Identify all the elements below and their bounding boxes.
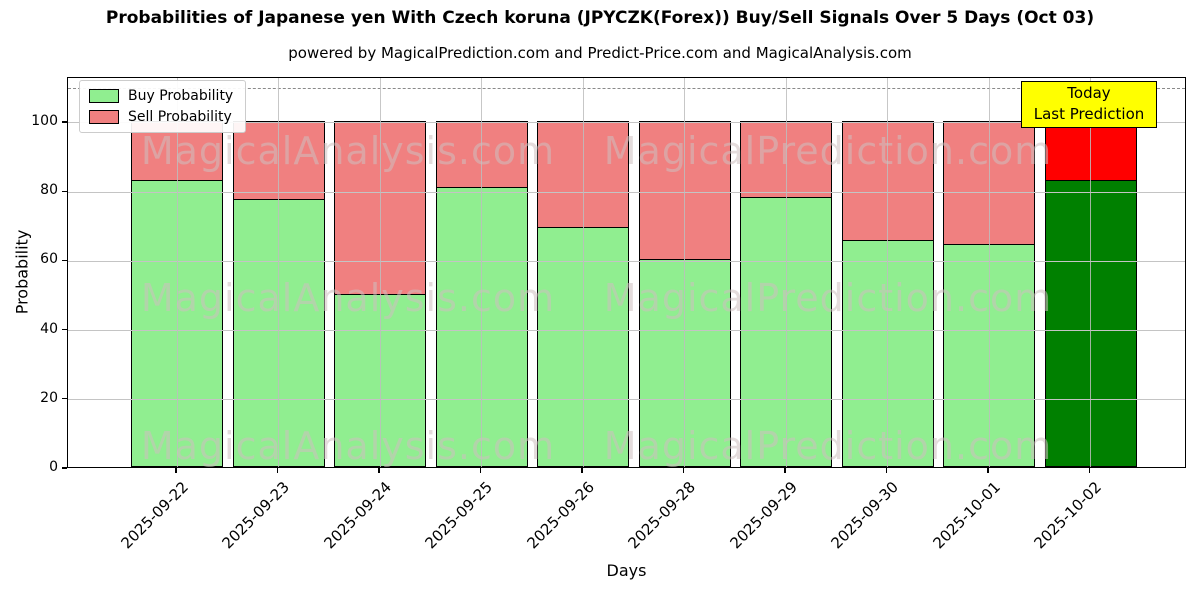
y-axis-label: Probability: [12, 229, 32, 315]
y-tick: [62, 328, 67, 331]
gridline-vertical: [785, 78, 787, 467]
legend-item: Sell Probability: [89, 109, 233, 125]
plot-area: MagicalAnalysis.com MagicalPrediction.com…: [67, 77, 1186, 468]
x-tick: [175, 468, 177, 473]
gridline-horizontal: [68, 191, 1185, 193]
y-tick: [62, 467, 67, 469]
legend-swatch: [89, 110, 119, 124]
x-tick: [276, 468, 279, 473]
gridline-vertical: [887, 78, 888, 467]
x-tick-label-text: 2025-09-28: [624, 478, 700, 553]
gridline-vertical: [684, 78, 685, 467]
x-tick-label-text: 2025-09-29: [726, 478, 801, 553]
y-tick-label: 100: [31, 112, 58, 129]
x-tick-label-text: 2025-09-25: [421, 478, 497, 553]
x-tick-label-text: 2025-09-26: [523, 478, 598, 553]
watermark-prediction: MagicalPrediction.com: [603, 424, 1053, 468]
gridline-vertical: [582, 78, 584, 467]
x-tick-label-text: 2025-09-30: [827, 478, 903, 553]
watermark-prediction: MagicalPrediction.com: [603, 129, 1053, 173]
gridline-vertical: [481, 78, 482, 467]
annotation-line2: Last Prediction: [1033, 105, 1145, 123]
watermark-analysis: MagicalAnalysis.com: [140, 129, 556, 173]
x-tick-label-text: 2025-10-02: [1030, 478, 1106, 553]
chart-subtitle: powered by MagicalPrediction.com and Pre…: [288, 44, 912, 62]
x-tick: [479, 468, 482, 473]
gridline-horizontal: [68, 330, 1185, 332]
x-tick-label-text: 2025-09-22: [117, 478, 192, 553]
y-tick-label: 20: [40, 389, 58, 406]
y-tick-label: 0: [49, 459, 58, 475]
watermark-prediction: MagicalPrediction.com: [603, 276, 1053, 320]
gridline-vertical: [1090, 78, 1091, 467]
y-tick: [62, 398, 67, 400]
legend-label: Buy Probability: [128, 88, 234, 104]
x-tick: [581, 468, 583, 473]
legend-label: Sell Probability: [128, 109, 232, 125]
bar-group: [537, 121, 629, 467]
threshold-dashed-line: [68, 88, 1185, 90]
gridline-horizontal: [68, 399, 1185, 401]
x-tick: [987, 468, 989, 473]
x-tick-label-text: 2025-09-24: [320, 478, 395, 553]
x-tick: [784, 468, 786, 473]
legend-item: Buy Probability: [89, 88, 233, 104]
gridline-vertical: [176, 78, 178, 467]
y-tick: [62, 259, 67, 262]
x-tick-label-text: 2025-10-01: [929, 478, 1004, 553]
chart-title: Probabilities of Japanese yen With Czech…: [105, 8, 1095, 28]
gridline-vertical: [988, 78, 990, 467]
annotation-line1: Today: [1067, 84, 1111, 102]
watermark-analysis: MagicalAnalysis.com: [140, 424, 556, 468]
gridline-vertical: [379, 78, 381, 467]
x-tick: [682, 468, 685, 473]
watermark-analysis: MagicalAnalysis.com: [140, 276, 556, 320]
y-tick: [62, 190, 67, 192]
x-axis-label: Days: [606, 561, 647, 580]
y-tick-label: 80: [40, 182, 58, 199]
today-annotation: Today Last Prediction: [1021, 81, 1157, 128]
gridline-horizontal: [68, 260, 1185, 262]
x-tick: [885, 468, 888, 473]
y-tick-label: 60: [40, 251, 58, 268]
y-tick: [62, 121, 67, 123]
x-tick: [1088, 468, 1091, 473]
x-tick-label-text: 2025-09-23: [218, 478, 294, 553]
legend-swatch: [89, 89, 119, 103]
gridline-vertical: [278, 78, 279, 467]
x-tick: [378, 468, 380, 473]
gridline-horizontal: [68, 122, 1185, 124]
y-tick-label: 40: [40, 320, 58, 337]
legend: Buy Probability Sell Probability: [79, 80, 247, 133]
